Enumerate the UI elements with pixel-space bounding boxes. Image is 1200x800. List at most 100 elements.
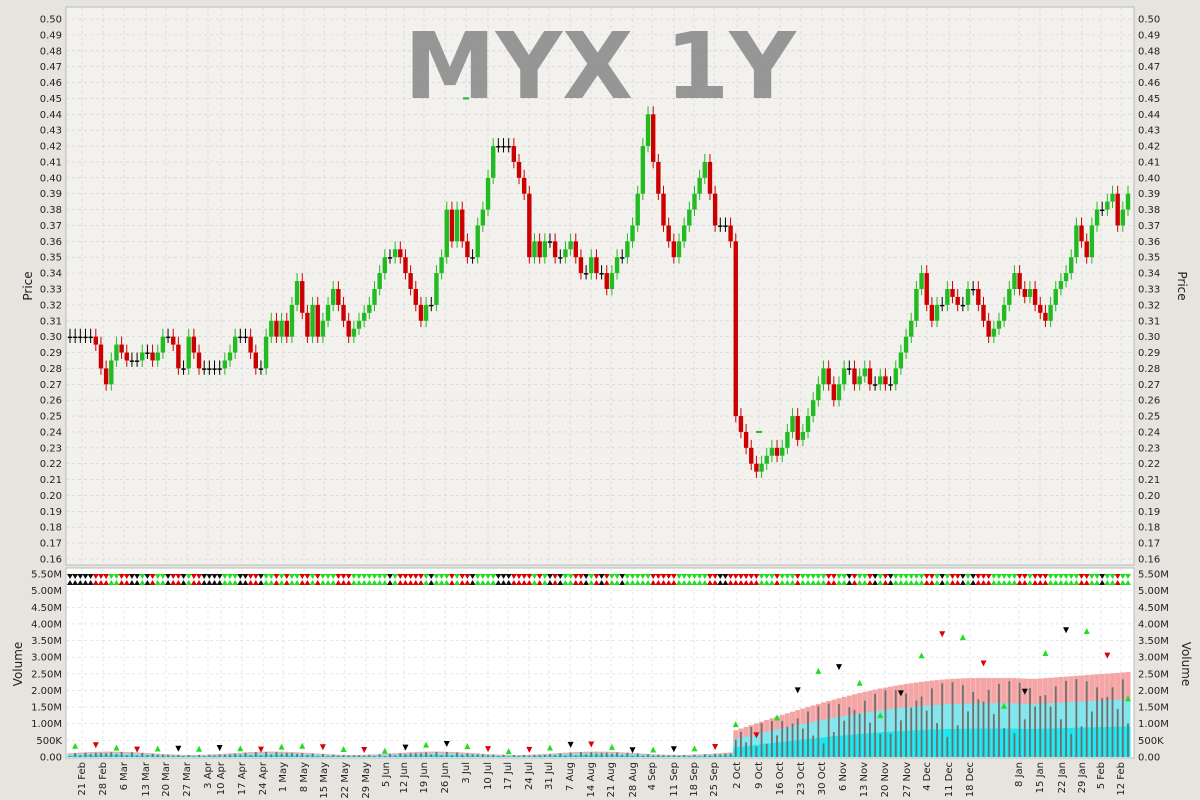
candle-body <box>764 455 769 464</box>
signal-marker-down <box>335 574 342 579</box>
volume-bar <box>332 754 335 757</box>
volume-bar <box>1044 695 1047 757</box>
candle-body <box>841 368 847 385</box>
candle-body <box>372 289 377 305</box>
price-tick-right: 0.18 <box>1138 523 1160 534</box>
candle-body <box>656 161 661 194</box>
signal-marker-up <box>330 580 337 585</box>
signal-marker-down <box>660 574 667 579</box>
volume-bar <box>636 753 639 757</box>
signal-marker-down <box>237 574 244 579</box>
x-tick-label: 29 Jan <box>1077 762 1088 793</box>
volume-bar <box>538 754 541 757</box>
signal-marker-down <box>758 574 765 579</box>
signal-marker-down <box>92 574 99 579</box>
x-tick-label: 16 Oct <box>775 762 786 795</box>
candle-body <box>986 320 991 337</box>
signal-marker-down <box>722 574 729 579</box>
signal-marker-up <box>474 580 481 585</box>
signal-marker-up <box>861 580 868 585</box>
x-tick-label: 20 Nov <box>880 762 891 798</box>
candle-body <box>718 225 723 227</box>
volume-arrow <box>588 741 595 748</box>
signal-marker-down <box>392 574 399 579</box>
signal-marker-up <box>495 580 502 585</box>
volume-bar <box>807 711 809 757</box>
candle-body <box>201 368 207 370</box>
volume-bar <box>394 755 397 757</box>
signal-marker-down <box>474 574 481 579</box>
signal-marker-down <box>825 574 832 579</box>
signal-marker-up <box>583 580 590 585</box>
signal-marker-up <box>479 580 486 585</box>
signal-marker-up <box>794 580 801 585</box>
signal-marker-up <box>1104 580 1111 585</box>
candle-body <box>279 320 284 337</box>
price-tick-left: 0.47 <box>40 62 62 73</box>
signal-marker-up <box>216 580 223 585</box>
x-tick-label: 25 Sep <box>709 762 720 797</box>
signal-marker-up <box>577 580 584 585</box>
volume-bar <box>502 754 505 757</box>
volume-bar <box>425 752 428 757</box>
signal-marker-up <box>521 580 528 585</box>
signal-marker-down <box>650 574 657 579</box>
signal-marker-down <box>872 574 879 579</box>
signal-marker-up <box>944 580 951 585</box>
price-tick-left: 0.21 <box>40 475 62 486</box>
signal-marker-down <box>841 574 848 579</box>
candle-body <box>1017 273 1022 289</box>
signal-marker-up <box>299 580 306 585</box>
volume-arrow <box>526 746 533 753</box>
candle-body <box>1001 304 1007 321</box>
candle-body <box>728 225 733 242</box>
candle-body <box>475 225 480 258</box>
volume-bar <box>260 755 262 757</box>
volume-bar <box>621 754 624 757</box>
candle-body <box>625 241 630 258</box>
signal-marker-down <box>170 574 177 579</box>
signal-marker-down <box>944 574 951 579</box>
signal-marker-up <box>975 580 982 585</box>
volume-bar <box>956 725 959 757</box>
signal-marker-up <box>717 580 724 585</box>
signal-marker-down <box>490 574 497 579</box>
signal-marker-down <box>273 574 280 579</box>
volume-bar <box>399 753 402 757</box>
candle-body <box>976 289 981 305</box>
candle-body <box>645 114 651 147</box>
signal-marker-down <box>1026 574 1033 579</box>
signal-marker-down <box>691 574 698 579</box>
x-tick-label: 2 Oct <box>732 762 743 789</box>
volume-tick-right: 0.00 <box>1138 753 1160 764</box>
candle-body <box>780 447 785 456</box>
volume-bar <box>291 753 293 757</box>
signal-marker-up <box>361 580 368 585</box>
price-tick-right: 0.33 <box>1138 285 1160 296</box>
x-tick-label: 23 Oct <box>796 762 807 795</box>
price-tick-right: 0.27 <box>1138 380 1160 391</box>
price-tick-right: 0.24 <box>1138 427 1160 438</box>
signal-marker-up <box>588 580 595 585</box>
x-tick-label: 1 May <box>278 762 289 792</box>
x-tick-label: 21 Feb <box>77 762 88 796</box>
volume-tick-left: 2.00M <box>31 686 62 697</box>
volume-bar <box>1023 719 1026 757</box>
candle-body <box>496 146 501 148</box>
signal-marker-down <box>459 574 466 579</box>
volume-arrow <box>1001 702 1008 709</box>
signal-marker-up <box>1011 580 1018 585</box>
signal-marker-up <box>753 580 760 585</box>
candle-body <box>186 336 191 369</box>
signal-marker-up <box>650 580 657 585</box>
volume-arrow <box>278 743 285 750</box>
volume-bar <box>358 755 360 757</box>
signal-marker-down <box>1016 574 1023 579</box>
candle-body <box>78 336 83 339</box>
signal-marker-down <box>516 574 523 579</box>
signal-marker-down <box>247 574 254 579</box>
signal-marker-down <box>939 574 946 579</box>
volume-bar <box>327 755 329 757</box>
volume-bar <box>858 713 861 757</box>
signal-marker-up <box>454 580 461 585</box>
